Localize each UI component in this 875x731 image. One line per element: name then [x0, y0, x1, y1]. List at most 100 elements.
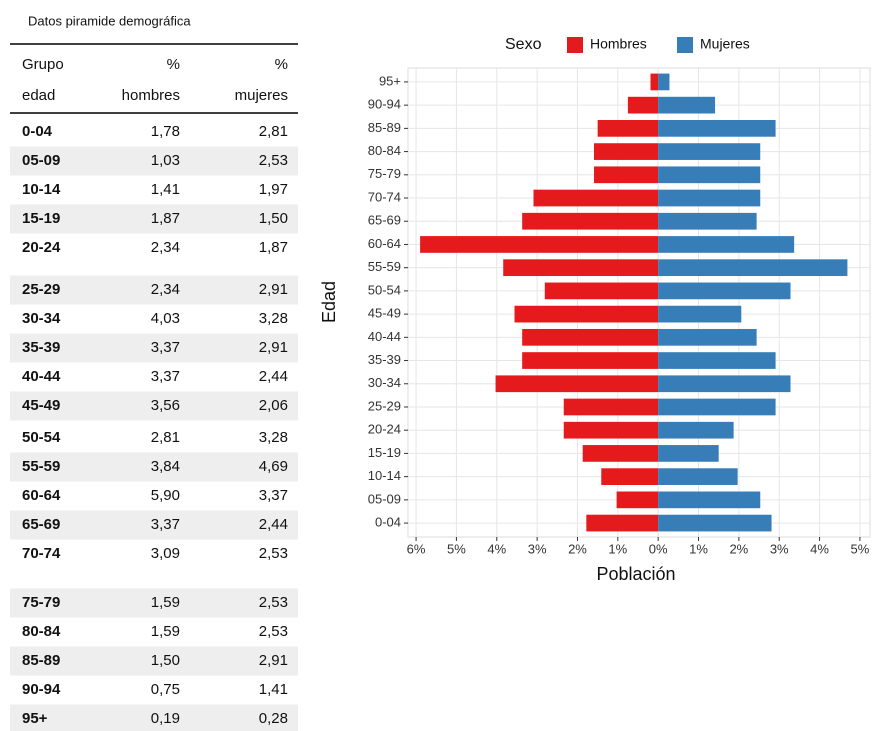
- bar: [658, 212, 757, 230]
- table-header: Grupo: [22, 56, 64, 73]
- y-axis-label: Edad: [319, 281, 339, 323]
- table-cell: 1,59: [151, 594, 180, 611]
- x-tick-label: 4%: [487, 541, 506, 556]
- x-tick-label: 3%: [528, 541, 547, 556]
- y-tick-label: 40-44: [368, 329, 401, 344]
- x-tick-label: 0%: [649, 541, 668, 556]
- bar: [658, 96, 716, 114]
- table-cell: 1,78: [151, 123, 180, 140]
- x-tick-label: 5%: [447, 541, 466, 556]
- table-cell: 40-44: [22, 368, 61, 385]
- table-cell: 3,28: [259, 429, 288, 446]
- bar: [658, 375, 791, 393]
- bar: [658, 282, 791, 300]
- table-cell: 90-94: [22, 681, 61, 698]
- bar: [586, 514, 659, 532]
- row-band: [10, 391, 298, 421]
- table-cell: 1,41: [259, 681, 288, 698]
- table-cell: 30-34: [22, 310, 61, 327]
- x-tick-label: 1%: [689, 541, 708, 556]
- table-cell: 3,56: [151, 397, 180, 414]
- table-cell: 3,37: [151, 516, 180, 533]
- bar: [658, 305, 742, 323]
- bar: [658, 166, 761, 184]
- table-cell: 2,53: [259, 152, 288, 169]
- bar: [514, 305, 659, 323]
- bar: [658, 398, 776, 416]
- table-cell: 0,28: [259, 710, 288, 727]
- bar: [597, 120, 659, 137]
- table-cell: 2,53: [259, 594, 288, 611]
- y-tick-label: 55-59: [368, 259, 401, 274]
- table-cell: 70-74: [22, 545, 61, 562]
- table-cell: 50-54: [22, 429, 61, 446]
- table-cell: 65-69: [22, 516, 60, 533]
- x-tick-label: 2%: [568, 541, 587, 556]
- table-cell: 3,09: [151, 545, 180, 562]
- bar: [627, 96, 659, 114]
- bar: [522, 212, 659, 230]
- legend-swatch: [677, 37, 693, 53]
- table-cell: 1,03: [151, 152, 180, 169]
- y-tick-label: 50-54: [368, 282, 401, 297]
- row-band: [10, 646, 298, 676]
- table-cell: 2,53: [259, 623, 288, 640]
- table-cell: 2,44: [259, 516, 288, 533]
- table-cell: 4,03: [151, 310, 180, 327]
- table-cell: 2,81: [151, 429, 180, 446]
- row-band: [10, 452, 298, 482]
- row-band: [10, 204, 298, 234]
- bar: [522, 328, 659, 346]
- bar: [658, 514, 772, 532]
- y-tick-label: 45-49: [368, 306, 401, 321]
- bar: [563, 398, 659, 416]
- bar: [533, 189, 659, 207]
- table-cell: 1,87: [151, 210, 180, 227]
- table-cell: 1,87: [259, 239, 288, 256]
- table-cell: 3,84: [151, 458, 180, 475]
- bar: [658, 120, 776, 137]
- table-cell: 85-89: [22, 652, 60, 669]
- table-cell: 95+: [22, 710, 48, 727]
- table-cell: 2,44: [259, 368, 288, 385]
- y-tick-label: 10-14: [368, 468, 401, 483]
- row-band: [10, 275, 298, 305]
- table-cell: 75-79: [22, 594, 60, 611]
- x-tick-label: 6%: [407, 541, 426, 556]
- bar: [594, 166, 659, 184]
- y-tick-label: 70-74: [368, 189, 401, 204]
- table-title: Datos piramide demográfica: [28, 13, 191, 28]
- table-cell: 1,50: [259, 210, 288, 227]
- x-tick-label: 5%: [851, 541, 870, 556]
- legend-label: Hombres: [590, 36, 647, 52]
- table-cell: 2,34: [151, 281, 180, 298]
- table-cell: 5,90: [151, 487, 180, 504]
- table-cell: 4,69: [259, 458, 288, 475]
- y-tick-label: 80-84: [368, 143, 401, 158]
- table-cell: 0-04: [22, 123, 53, 140]
- table-cell: 1,50: [151, 652, 180, 669]
- y-tick-label: 25-29: [368, 398, 401, 413]
- bar: [658, 491, 761, 509]
- y-tick-label: 05-09: [368, 491, 401, 506]
- bar: [658, 468, 738, 485]
- y-tick-label: 20-24: [368, 422, 401, 437]
- y-tick-label: 95+: [379, 73, 401, 88]
- table-cell: 2,91: [259, 339, 288, 356]
- y-tick-label: 60-64: [368, 236, 401, 251]
- x-axis-label: Población: [596, 564, 675, 584]
- bar: [594, 143, 659, 160]
- bar: [658, 143, 761, 160]
- table-cell: 2,53: [259, 545, 288, 562]
- bar: [582, 445, 659, 462]
- table-cell: 3,37: [151, 368, 180, 385]
- bar: [601, 468, 659, 485]
- y-tick-label: 65-69: [368, 213, 401, 228]
- row-band: [10, 588, 298, 618]
- table-cell: 15-19: [22, 210, 60, 227]
- y-tick-label: 90-94: [368, 97, 401, 112]
- y-tick-label: 0-04: [375, 515, 401, 530]
- table-cell: 1,41: [151, 181, 180, 198]
- bar: [650, 73, 659, 91]
